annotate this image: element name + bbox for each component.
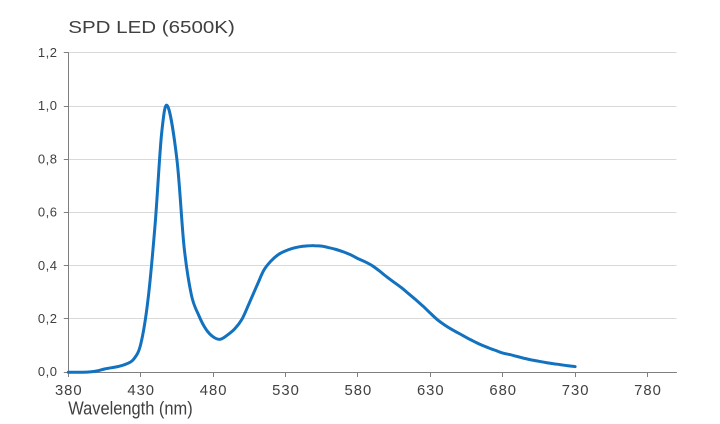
svg-text:380: 380 (55, 383, 83, 399)
svg-text:0,8: 0,8 (38, 151, 58, 166)
svg-text:0,0: 0,0 (38, 364, 58, 379)
svg-text:0,2: 0,2 (38, 311, 58, 326)
svg-text:SPD LED (6500K): SPD LED (6500K) (68, 17, 235, 37)
svg-text:0,4: 0,4 (38, 258, 58, 273)
svg-text:780: 780 (634, 383, 662, 399)
svg-text:1,0: 1,0 (38, 98, 58, 113)
svg-text:Wavelength (nm): Wavelength (nm) (68, 398, 193, 418)
svg-text:430: 430 (127, 383, 155, 399)
svg-text:480: 480 (200, 383, 228, 399)
svg-text:730: 730 (562, 383, 590, 399)
svg-text:630: 630 (417, 383, 445, 399)
svg-text:0,6: 0,6 (38, 205, 58, 220)
svg-text:580: 580 (345, 383, 373, 399)
svg-text:530: 530 (272, 383, 300, 399)
svg-text:680: 680 (489, 383, 517, 399)
svg-text:1,2: 1,2 (38, 45, 58, 60)
